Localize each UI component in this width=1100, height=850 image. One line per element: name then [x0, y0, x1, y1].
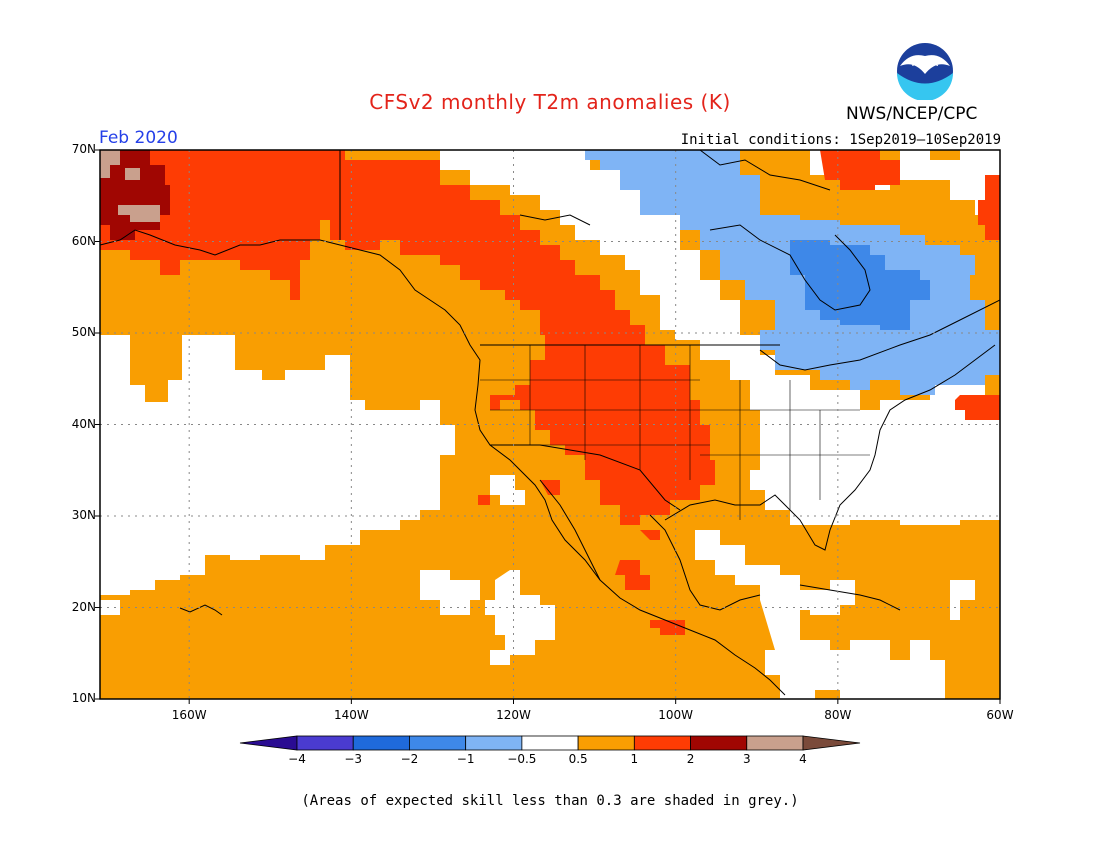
lat-tick-label: 40N [71, 416, 96, 431]
colorbar-tick-label: −1 [456, 752, 475, 766]
colorbar-segment-high-extend [802, 735, 861, 751]
colorbar-segment [296, 735, 354, 751]
colorbar-tick-label: −0.5 [507, 752, 537, 766]
colorbar-segment [690, 735, 748, 751]
lat-tick-label: 60N [71, 233, 96, 248]
colorbar-tick-label: 2 [686, 752, 695, 766]
anomaly-minus-1-to-2 [790, 240, 930, 330]
colorbar-segment [465, 735, 523, 751]
lat-tick-label: 50N [71, 325, 96, 339]
axis-ticks [95, 149, 1001, 704]
colorbar-tick-label: 0.5 [568, 752, 588, 766]
colorbar-segment [577, 735, 635, 751]
colorbar-tick-label: 1 [630, 752, 639, 766]
lon-tick-label: 60W [986, 708, 1014, 722]
colorbar-segment [409, 735, 467, 751]
colorbar-tick-label: −2 [400, 752, 419, 766]
noaa-logo-text: NOAA [912, 58, 939, 68]
colorbar-tick-label: 3 [742, 752, 751, 766]
colorbar-segment [746, 735, 804, 751]
colorbar-segment [352, 735, 410, 751]
colorbar-segment-low-extend [239, 735, 298, 751]
lon-tick-label: 80W [824, 708, 852, 722]
lat-tick-label: 30N [71, 508, 96, 522]
skill-footnote: (Areas of expected skill less than 0.3 a… [301, 793, 799, 809]
lat-tick-label: 70N [71, 142, 96, 156]
lon-tick-label: 120W [496, 708, 531, 722]
lat-tick-label: 10N [71, 691, 96, 705]
colorbar-tick-label: 4 [799, 752, 807, 766]
initial-conditions: Initial conditions: 1Sep2019—10Sep2019 [680, 132, 1001, 148]
agency-label: NWS/NCEP/CPC [846, 104, 978, 124]
lon-tick-label: 160W [171, 708, 207, 722]
colorbar-segment [521, 735, 579, 751]
coastlines [100, 150, 1000, 696]
colorbar-tick-label: −4 [288, 752, 306, 766]
anomaly-1-to-2 [100, 150, 1000, 635]
graticule [100, 150, 1000, 699]
anomaly-3-to-4 [100, 150, 160, 222]
colorbar-tick-label: −3 [344, 752, 363, 766]
noaa-logo: NOAA [896, 42, 954, 101]
state-borders [480, 345, 870, 520]
lon-tick-label: 100W [658, 708, 694, 722]
lat-tick-label: 20N [71, 599, 96, 614]
colorbar-segment [633, 735, 691, 751]
forecast-period: Feb 2020 [99, 128, 178, 148]
lon-tick-label: 140W [333, 708, 369, 722]
map-title: CFSv2 monthly T2m anomalies (K) [369, 90, 731, 114]
